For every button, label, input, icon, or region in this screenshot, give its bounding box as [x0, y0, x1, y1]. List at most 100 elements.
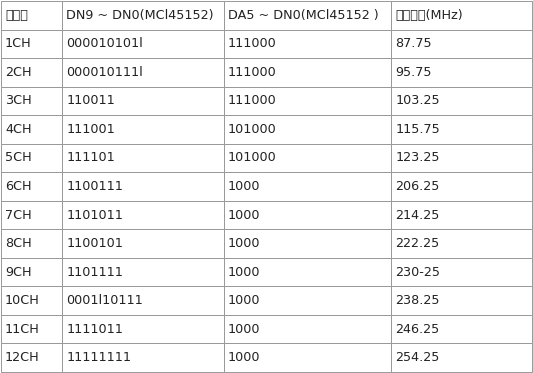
Text: 1000: 1000: [228, 351, 261, 364]
Bar: [1, 258, 62, 286]
Text: 1101111: 1101111: [66, 266, 123, 279]
Bar: [62, 286, 224, 315]
Bar: [62, 87, 224, 115]
Text: 95.75: 95.75: [395, 66, 432, 79]
Text: 10CH: 10CH: [5, 294, 40, 307]
Text: 110011: 110011: [66, 94, 115, 107]
Text: 115.75: 115.75: [395, 123, 440, 136]
Text: 101000: 101000: [228, 123, 277, 136]
Text: 246.25: 246.25: [395, 323, 440, 336]
Bar: [62, 115, 224, 144]
Text: 206.25: 206.25: [395, 180, 440, 193]
Bar: [391, 172, 532, 201]
Bar: [224, 315, 391, 344]
Bar: [62, 144, 224, 172]
Bar: [391, 29, 532, 58]
Bar: [1, 344, 62, 372]
Text: 103.25: 103.25: [395, 94, 440, 107]
Bar: [62, 1, 224, 29]
Text: 0001l10111: 0001l10111: [66, 294, 143, 307]
Text: 101000: 101000: [228, 151, 277, 164]
Text: 8CH: 8CH: [5, 237, 32, 250]
Text: 频道数: 频道数: [5, 9, 28, 22]
Text: 1000: 1000: [228, 237, 261, 250]
Bar: [1, 1, 62, 29]
Bar: [391, 258, 532, 286]
Text: 2CH: 2CH: [5, 66, 31, 79]
Bar: [391, 315, 532, 344]
Text: 9CH: 9CH: [5, 266, 31, 279]
Bar: [391, 58, 532, 87]
Text: 1CH: 1CH: [5, 37, 32, 50]
Bar: [224, 58, 391, 87]
Text: 5CH: 5CH: [5, 151, 32, 164]
Text: 1000: 1000: [228, 209, 261, 222]
Text: 111000: 111000: [228, 94, 277, 107]
Bar: [1, 29, 62, 58]
Bar: [391, 1, 532, 29]
Text: 7CH: 7CH: [5, 209, 32, 222]
Bar: [224, 201, 391, 229]
Text: 3CH: 3CH: [5, 94, 32, 107]
Bar: [62, 258, 224, 286]
Bar: [1, 172, 62, 201]
Text: 111001: 111001: [66, 123, 115, 136]
Bar: [62, 58, 224, 87]
Text: 87.75: 87.75: [395, 37, 432, 50]
Text: DN9 ~ DN0(MCl45152): DN9 ~ DN0(MCl45152): [66, 9, 214, 22]
Bar: [224, 1, 391, 29]
Text: 本振频率(MHz): 本振频率(MHz): [395, 9, 463, 22]
Bar: [391, 144, 532, 172]
Text: 214.25: 214.25: [395, 209, 440, 222]
Text: 1100111: 1100111: [66, 180, 123, 193]
Bar: [224, 172, 391, 201]
Text: 11111111: 11111111: [66, 351, 131, 364]
Bar: [224, 258, 391, 286]
Bar: [391, 286, 532, 315]
Bar: [1, 115, 62, 144]
Text: 1101011: 1101011: [66, 209, 123, 222]
Bar: [1, 144, 62, 172]
Text: 000010111l: 000010111l: [66, 66, 143, 79]
Bar: [391, 229, 532, 258]
Text: 11CH: 11CH: [5, 323, 40, 336]
Bar: [1, 286, 62, 315]
Bar: [224, 144, 391, 172]
Bar: [224, 87, 391, 115]
Bar: [1, 315, 62, 344]
Text: 1111011: 1111011: [66, 323, 123, 336]
Text: 254.25: 254.25: [395, 351, 440, 364]
Bar: [391, 201, 532, 229]
Text: 000010101l: 000010101l: [66, 37, 143, 50]
Bar: [224, 344, 391, 372]
Bar: [1, 229, 62, 258]
Bar: [62, 29, 224, 58]
Text: DA5 ~ DN0(MCl45152 ): DA5 ~ DN0(MCl45152 ): [228, 9, 378, 22]
Text: 111000: 111000: [228, 66, 277, 79]
Bar: [224, 115, 391, 144]
Text: 230-25: 230-25: [395, 266, 440, 279]
Bar: [224, 286, 391, 315]
Text: 6CH: 6CH: [5, 180, 31, 193]
Text: 1000: 1000: [228, 180, 261, 193]
Text: 1000: 1000: [228, 323, 261, 336]
Bar: [62, 229, 224, 258]
Text: 222.25: 222.25: [395, 237, 440, 250]
Text: 111000: 111000: [228, 37, 277, 50]
Bar: [62, 344, 224, 372]
Text: 123.25: 123.25: [395, 151, 440, 164]
Text: 1100101: 1100101: [66, 237, 123, 250]
Text: 111101: 111101: [66, 151, 115, 164]
Bar: [224, 29, 391, 58]
Bar: [62, 172, 224, 201]
Bar: [224, 229, 391, 258]
Bar: [1, 87, 62, 115]
Bar: [1, 201, 62, 229]
Text: 238.25: 238.25: [395, 294, 440, 307]
Bar: [391, 344, 532, 372]
Text: 1000: 1000: [228, 294, 261, 307]
Text: 1000: 1000: [228, 266, 261, 279]
Bar: [391, 87, 532, 115]
Text: 4CH: 4CH: [5, 123, 31, 136]
Bar: [62, 315, 224, 344]
